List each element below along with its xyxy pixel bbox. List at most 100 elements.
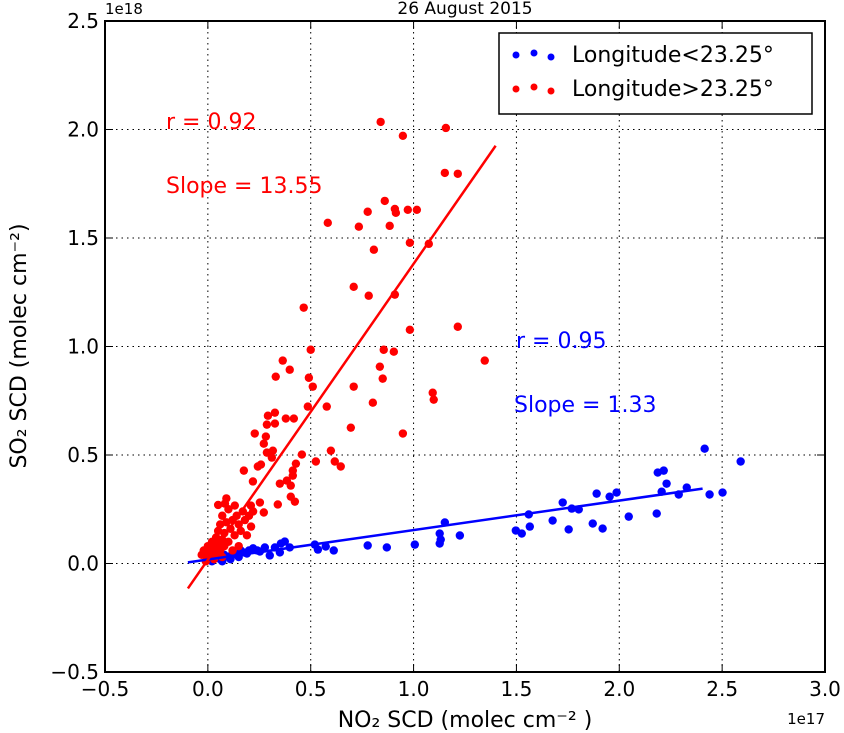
data-point bbox=[290, 497, 300, 506]
data-point bbox=[453, 169, 462, 178]
data-point bbox=[376, 117, 385, 127]
data-point bbox=[263, 411, 273, 420]
legend-marker bbox=[547, 53, 555, 61]
data-point bbox=[525, 522, 534, 531]
data-point bbox=[259, 439, 269, 448]
data-point bbox=[398, 429, 408, 438]
data-point bbox=[306, 345, 315, 354]
data-point bbox=[289, 414, 299, 423]
data-point bbox=[253, 462, 263, 471]
data-point bbox=[364, 291, 373, 300]
data-point bbox=[213, 500, 223, 510]
data-point bbox=[453, 322, 462, 331]
fit-line bbox=[186, 145, 497, 590]
data-point bbox=[624, 512, 633, 521]
data-point bbox=[291, 459, 301, 468]
legend-box bbox=[498, 32, 813, 115]
data-point bbox=[435, 539, 444, 548]
data-point bbox=[259, 508, 269, 517]
data-point bbox=[659, 466, 668, 475]
data-point bbox=[700, 444, 709, 453]
legend-marker bbox=[512, 85, 520, 93]
data-point bbox=[286, 481, 295, 490]
x-axis-label: NO₂ SCD (molec cm⁻² ) bbox=[338, 708, 593, 733]
data-point bbox=[248, 477, 258, 486]
chart-title: 26 August 2015 bbox=[397, 0, 532, 19]
data-point bbox=[323, 218, 332, 228]
y-tick-label: −0.5 bbox=[50, 660, 99, 684]
data-point bbox=[375, 362, 385, 371]
data-point bbox=[326, 446, 336, 455]
data-point bbox=[564, 525, 573, 534]
data-point bbox=[273, 500, 282, 509]
data-point bbox=[270, 419, 280, 428]
y-tick-label: 1.5 bbox=[67, 226, 99, 250]
data-point bbox=[403, 205, 413, 214]
data-point bbox=[480, 356, 489, 365]
data-point bbox=[598, 524, 607, 533]
data-point bbox=[278, 356, 287, 365]
y-offset-label: 1e18 bbox=[105, 0, 143, 18]
data-point bbox=[412, 205, 422, 214]
data-point bbox=[276, 539, 286, 548]
data-point bbox=[548, 516, 557, 525]
data-point bbox=[368, 398, 378, 407]
data-point bbox=[288, 471, 298, 480]
data-point bbox=[369, 245, 379, 254]
legend: Longitude<23.25° Longitude>23.25° bbox=[498, 32, 813, 115]
fit-line bbox=[187, 487, 703, 564]
data-point bbox=[303, 402, 313, 411]
data-point bbox=[336, 462, 345, 471]
data-point bbox=[265, 551, 274, 560]
data-point bbox=[271, 372, 280, 381]
data-point bbox=[398, 131, 408, 140]
data-point bbox=[349, 282, 358, 292]
data-point bbox=[354, 222, 364, 231]
data-point bbox=[389, 347, 399, 356]
axes: −0.5 0.0 0.5 1.0 1.5 2.0 2.5 3.0 −0.5 0.0 0.5 1.0 1.… bbox=[50, 9, 840, 701]
data-point bbox=[705, 490, 714, 499]
data-point bbox=[230, 501, 240, 510]
legend-marker bbox=[530, 83, 538, 91]
x-tick-label: 2.0 bbox=[603, 677, 635, 701]
data-point bbox=[250, 429, 259, 438]
data-point bbox=[612, 488, 621, 497]
data-point bbox=[299, 303, 308, 312]
data-point bbox=[275, 479, 285, 488]
data-point bbox=[517, 529, 526, 538]
x-offset-label: 1e17 bbox=[787, 710, 825, 728]
y-tick-label: 0.0 bbox=[67, 552, 99, 576]
data-point bbox=[382, 543, 392, 552]
y-axis-label: SO₂ SCD (molec cm⁻²) bbox=[7, 223, 32, 468]
data-point bbox=[346, 423, 356, 432]
data-point bbox=[262, 420, 272, 429]
data-point bbox=[321, 542, 330, 551]
slope-annotation: Slope = 1.33 bbox=[514, 393, 656, 418]
data-point bbox=[592, 489, 601, 498]
y-tick-label: 2.5 bbox=[67, 9, 99, 33]
data-point bbox=[329, 546, 338, 555]
r-annotation: r = 0.92 bbox=[166, 110, 256, 135]
data-point bbox=[242, 531, 252, 540]
y-tick-label: 0.5 bbox=[67, 443, 99, 467]
data-point bbox=[405, 238, 415, 247]
data-point bbox=[605, 492, 614, 501]
plot-marks: r = 0.95 Slope = 1.33 r = 0.92 Slope = 13.5… bbox=[166, 110, 745, 590]
y-tick-label: 1.0 bbox=[67, 335, 99, 359]
data-point bbox=[297, 450, 307, 459]
plot-frame bbox=[104, 20, 826, 673]
x-tick-label: 2.5 bbox=[706, 677, 738, 701]
data-point bbox=[380, 196, 389, 206]
y-tick-label: 2.0 bbox=[67, 118, 99, 142]
data-point bbox=[236, 526, 245, 536]
data-point bbox=[662, 479, 671, 488]
data-point bbox=[234, 520, 243, 529]
data-point bbox=[378, 374, 387, 383]
data-point bbox=[270, 408, 280, 417]
data-point bbox=[379, 345, 388, 354]
data-point bbox=[311, 457, 321, 466]
data-point bbox=[281, 414, 291, 423]
data-point bbox=[218, 511, 227, 520]
x-tick-label: 0.5 bbox=[295, 677, 327, 701]
